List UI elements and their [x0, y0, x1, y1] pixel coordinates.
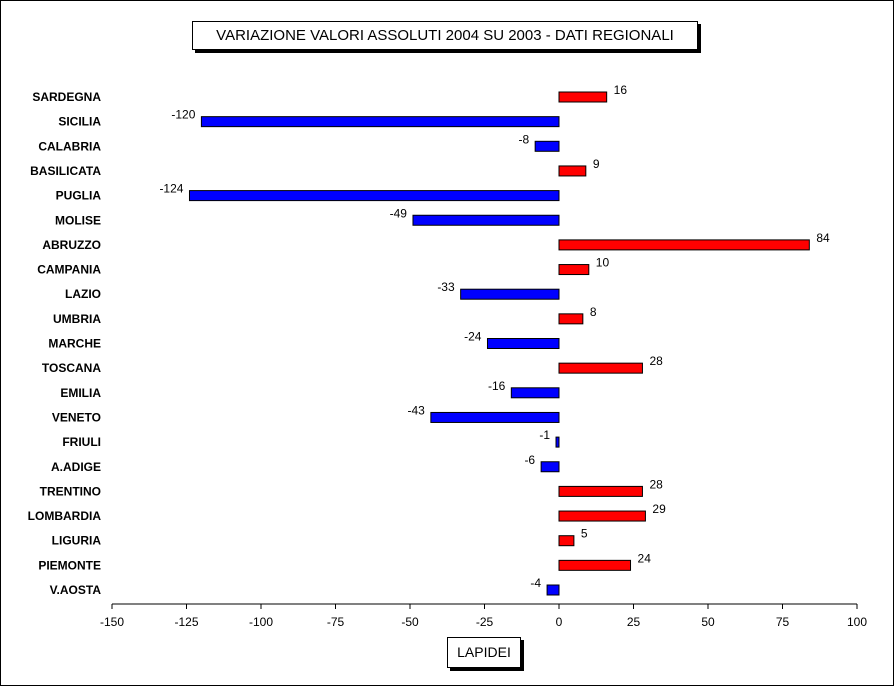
- data-label: -8: [518, 132, 529, 146]
- bar-lombardia: [558, 510, 646, 522]
- data-label: -124: [159, 182, 183, 196]
- bar-marche: [486, 338, 560, 349]
- category-label: LOMBARDIA: [28, 509, 102, 523]
- category-label: A.ADIGE: [51, 460, 101, 474]
- bar-umbria: [558, 313, 584, 325]
- x-axis-label: LAPIDEI: [447, 637, 521, 668]
- x-tick-label: 25: [627, 615, 641, 629]
- data-label: -16: [488, 379, 506, 393]
- bar-veneto: [430, 411, 560, 423]
- x-tick-label: -150: [100, 615, 124, 629]
- data-label: 10: [596, 256, 610, 270]
- data-label: 28: [649, 477, 663, 491]
- data-label: -24: [464, 330, 482, 344]
- bar-lazio: [460, 288, 560, 300]
- data-label: 16: [614, 83, 628, 97]
- bar-trentino: [558, 485, 643, 497]
- data-label: 84: [816, 231, 830, 245]
- category-label: SICILIA: [58, 115, 101, 129]
- category-label: ABRUZZO: [42, 238, 101, 252]
- chart-title: VARIAZIONE VALORI ASSOLUTI 2004 SU 2003 …: [192, 21, 698, 50]
- bar-molise: [412, 214, 560, 226]
- bar-vaosta: [546, 584, 560, 596]
- x-tick-label: -50: [401, 615, 419, 629]
- category-label: SARDEGNA: [32, 90, 101, 104]
- bar-abruzzo: [558, 239, 810, 251]
- category-label: PIEMONTE: [38, 558, 101, 572]
- x-tick-label: 75: [776, 615, 790, 629]
- data-label: 8: [590, 305, 597, 319]
- x-tick-label: 100: [847, 615, 867, 629]
- data-label: 29: [652, 502, 666, 516]
- data-label: -33: [437, 280, 455, 294]
- bar-liguria: [558, 535, 575, 547]
- data-label: -49: [390, 206, 408, 220]
- bar-friuli: [555, 436, 560, 448]
- bar-aadige: [540, 461, 560, 473]
- category-label: CALABRIA: [38, 139, 101, 153]
- x-tick-label: 0: [556, 615, 563, 629]
- bar-emilia: [510, 387, 560, 399]
- bar-toscana: [558, 362, 643, 374]
- category-label: TRENTINO: [40, 484, 101, 498]
- data-label: 9: [593, 157, 600, 171]
- category-labels: SARDEGNA SICILIA CALABRIA BASILICATA PUGLIA M…: [28, 90, 102, 597]
- bar-calabria: [534, 140, 560, 152]
- data-label: -4: [530, 576, 541, 590]
- bar-sardegna: [558, 91, 608, 103]
- category-label: CAMPANIA: [37, 263, 101, 277]
- x-axis: -150 -125 -100 -75 -50 -25 0 25 50 75 100: [100, 603, 867, 629]
- category-label: EMILIA: [60, 386, 101, 400]
- category-label: VENETO: [52, 410, 101, 424]
- category-label: V.AOSTA: [50, 583, 102, 597]
- category-label: LIGURIA: [52, 534, 102, 548]
- category-label: TOSCANA: [42, 361, 101, 375]
- data-label: -6: [524, 453, 535, 467]
- category-label: PUGLIA: [56, 189, 102, 203]
- bar-puglia: [188, 190, 560, 202]
- category-label: LAZIO: [65, 287, 101, 301]
- data-label: 28: [649, 354, 663, 368]
- bar-sicilia: [200, 116, 560, 128]
- x-tick-label: 50: [701, 615, 715, 629]
- bar-piemonte: [558, 559, 632, 571]
- x-tick-label: -100: [249, 615, 273, 629]
- data-label: -43: [408, 403, 426, 417]
- x-tick-label: -125: [174, 615, 198, 629]
- category-label: MOLISE: [55, 213, 101, 227]
- category-label: FRIULI: [62, 435, 101, 449]
- x-tick-label: -75: [327, 615, 345, 629]
- category-label: UMBRIA: [53, 312, 101, 326]
- data-label: 24: [638, 551, 652, 565]
- category-label: BASILICATA: [30, 164, 101, 178]
- bars: [188, 91, 810, 596]
- x-tick-label: -25: [476, 615, 494, 629]
- data-labels: 16 -120 -8 9 -124 -49 84 10 -33 8 -24 28 -16 -43 -1 -6 2…: [159, 83, 830, 590]
- data-label: 5: [581, 527, 588, 541]
- data-label: -1: [539, 428, 550, 442]
- category-label: MARCHE: [48, 337, 101, 351]
- data-label: -120: [171, 108, 195, 122]
- bar-campania: [558, 264, 590, 276]
- bar-basilicata: [558, 165, 587, 177]
